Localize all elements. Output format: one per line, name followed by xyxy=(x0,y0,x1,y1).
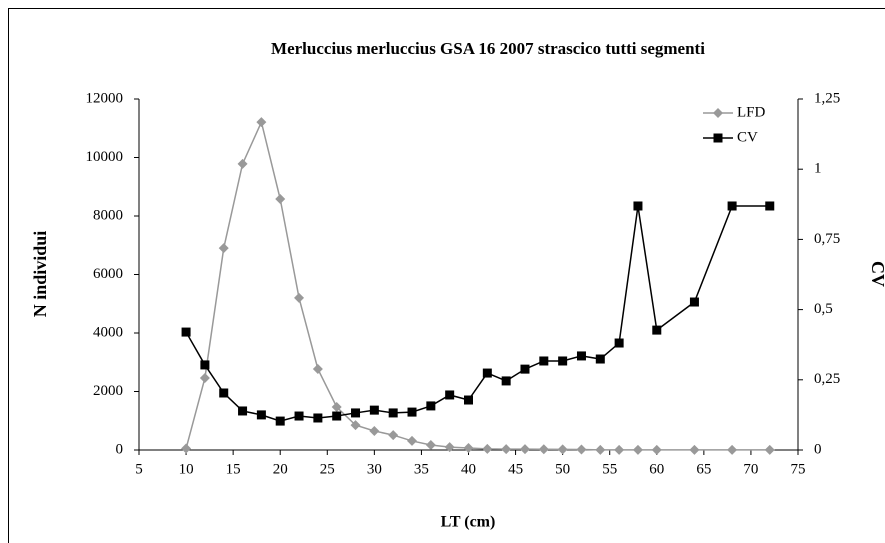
legend-label: LFD xyxy=(737,104,766,120)
y-tick-label: 8000 xyxy=(93,207,123,223)
x-tick-label: 60 xyxy=(649,461,664,477)
marker xyxy=(388,408,398,418)
chart-border xyxy=(8,8,885,543)
y-tick-label: 2000 xyxy=(93,383,123,399)
marker xyxy=(181,327,191,337)
y-tick-label: 6000 xyxy=(93,266,123,282)
x-tick-label: 65 xyxy=(696,461,711,477)
x-tick-label: 10 xyxy=(179,461,194,477)
x-tick-label: 55 xyxy=(602,461,617,477)
marker xyxy=(444,442,455,453)
marker xyxy=(181,443,192,454)
y2-tick-label: 1,25 xyxy=(814,90,840,106)
marker xyxy=(689,444,700,455)
marker xyxy=(765,201,775,211)
marker xyxy=(238,406,248,416)
x-tick-label: 35 xyxy=(414,461,429,477)
marker xyxy=(614,444,625,455)
y2-tick-label: 0,25 xyxy=(814,371,840,387)
marker xyxy=(388,430,399,441)
marker xyxy=(445,390,455,400)
marker xyxy=(350,420,361,431)
x-tick-label: 70 xyxy=(743,461,758,477)
marker xyxy=(652,325,662,335)
marker xyxy=(218,243,229,254)
x-tick-label: 50 xyxy=(555,461,570,477)
marker xyxy=(464,395,473,405)
marker xyxy=(332,411,342,421)
marker xyxy=(519,444,530,455)
marker xyxy=(425,440,436,451)
marker xyxy=(294,411,304,421)
y2-tick-label: 0,5 xyxy=(814,301,833,317)
y2-tick-label: 0,75 xyxy=(814,231,840,247)
marker xyxy=(407,407,417,417)
marker xyxy=(595,444,606,455)
marker xyxy=(576,351,586,361)
y2-tick-label: 0 xyxy=(814,441,822,457)
marker xyxy=(369,405,379,415)
x-tick-label: 25 xyxy=(320,461,335,477)
marker xyxy=(501,444,512,455)
marker xyxy=(651,444,662,455)
x-tick-label: 75 xyxy=(791,461,806,477)
marker xyxy=(426,401,436,411)
marker xyxy=(199,373,210,384)
marker xyxy=(713,133,723,143)
marker xyxy=(727,444,738,455)
marker xyxy=(275,416,285,426)
x-tick-label: 5 xyxy=(135,461,143,477)
marker xyxy=(482,368,492,378)
x-tick-label: 45 xyxy=(508,461,523,477)
marker xyxy=(633,201,643,211)
marker xyxy=(713,108,723,118)
marker xyxy=(407,435,418,446)
marker xyxy=(463,442,474,453)
marker xyxy=(312,363,323,374)
x-tick-label: 40 xyxy=(461,461,476,477)
x-axis-label: LT (cm) xyxy=(441,514,496,531)
marker xyxy=(764,444,775,455)
x-tick-label: 30 xyxy=(367,461,382,477)
marker xyxy=(200,360,210,370)
x-tick-label: 20 xyxy=(273,461,288,477)
marker xyxy=(294,292,305,303)
y-tick-label: 0 xyxy=(116,441,124,457)
marker xyxy=(313,413,323,423)
marker xyxy=(557,444,568,455)
marker xyxy=(369,425,380,436)
marker xyxy=(539,356,549,366)
marker xyxy=(632,444,643,455)
marker xyxy=(538,444,549,455)
marker xyxy=(520,364,530,374)
x-tick-label: 15 xyxy=(226,461,241,477)
chart-title: Merluccius merluccius GSA 16 2007 strasc… xyxy=(271,39,705,58)
y-tick-label: 4000 xyxy=(93,324,123,340)
marker xyxy=(331,402,342,413)
marker xyxy=(219,388,229,398)
marker xyxy=(689,297,699,307)
marker xyxy=(256,410,266,420)
marker xyxy=(576,444,587,455)
y-tick-label: 12000 xyxy=(86,90,124,106)
marker xyxy=(237,158,248,169)
marker xyxy=(501,376,511,386)
y-tick-label: 10000 xyxy=(86,149,124,165)
marker xyxy=(727,201,737,211)
y2-tick-label: 1 xyxy=(814,161,822,177)
marker xyxy=(595,354,605,364)
marker xyxy=(351,408,361,418)
y-axis-label: N individui xyxy=(30,231,50,318)
marker xyxy=(275,194,286,205)
marker xyxy=(558,356,568,366)
marker xyxy=(256,117,267,128)
marker xyxy=(482,443,493,454)
legend-label: CV xyxy=(737,129,758,145)
marker xyxy=(614,338,624,348)
y2-axis-label: CV xyxy=(868,261,885,287)
